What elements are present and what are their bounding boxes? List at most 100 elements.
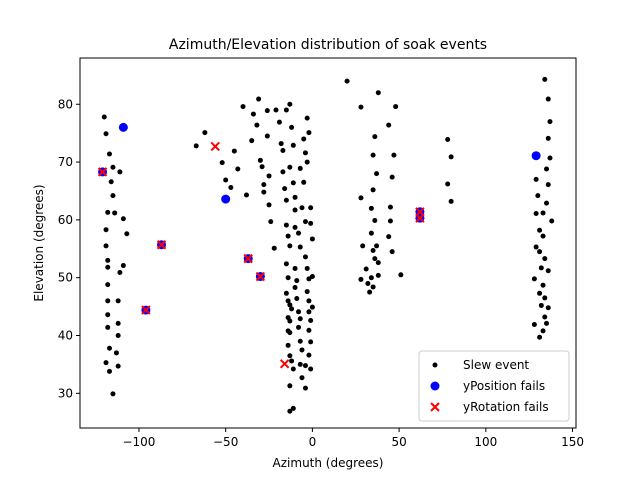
data-point (302, 363, 308, 369)
data-point (290, 366, 296, 372)
data-point (292, 285, 298, 291)
data-point (544, 200, 550, 206)
data-point (103, 243, 109, 249)
data-point (292, 265, 298, 271)
x-axis: −100 −50 0 50 100 150 (122, 428, 584, 449)
data-point (398, 272, 404, 278)
data-point (117, 269, 123, 275)
data-point (540, 328, 546, 334)
data-point (254, 122, 260, 128)
data-point (370, 248, 376, 254)
legend-label: yRotation fails (463, 400, 549, 414)
data-point (302, 385, 308, 391)
data-point (537, 334, 543, 340)
data-point (308, 205, 314, 211)
data-point (306, 352, 312, 358)
data-point (299, 205, 305, 211)
data-point (375, 260, 381, 266)
data-point (370, 187, 376, 193)
data-point (282, 186, 288, 192)
x-tick-label: −100 (122, 435, 155, 449)
data-point (389, 174, 395, 180)
y-tick-label: 50 (58, 271, 73, 285)
legend-marker (432, 362, 438, 368)
series-2 (97, 141, 425, 369)
data-point (296, 230, 302, 236)
data-point (261, 182, 267, 188)
data-point (544, 320, 550, 326)
data-point (243, 192, 249, 198)
data-point (301, 136, 307, 142)
plot-area-frame (79, 57, 577, 429)
data-point (545, 268, 551, 274)
data-point (290, 142, 296, 148)
data-point (115, 333, 121, 338)
data-point (306, 130, 312, 136)
data-point-stroke (210, 141, 220, 152)
data-point (292, 224, 298, 230)
data-point (545, 96, 551, 102)
data-point (117, 169, 123, 175)
data-point (271, 245, 277, 251)
data-point (309, 236, 315, 242)
data-point-stroke (415, 213, 425, 223)
data-point (290, 405, 296, 411)
legend: Slew event yPosition fails yRotation fails (418, 350, 570, 422)
data-point (545, 305, 551, 311)
data-point (278, 141, 284, 147)
data-point (103, 131, 109, 137)
data-point (448, 154, 454, 160)
data-point (308, 366, 314, 372)
data-point (264, 133, 270, 139)
data-point (283, 261, 289, 267)
data-point (448, 198, 454, 204)
data-point (372, 256, 378, 262)
data-point (276, 119, 282, 125)
data-point (106, 345, 112, 351)
data-point (106, 151, 112, 157)
data-point (533, 244, 539, 250)
data-point (387, 218, 393, 224)
data-point (223, 177, 229, 183)
series-1 (98, 122, 541, 315)
data-point (368, 275, 374, 281)
data-point (250, 111, 256, 117)
data-point (542, 295, 548, 301)
data-point (531, 322, 537, 328)
data-point (297, 165, 303, 171)
data-point (304, 289, 310, 295)
data-point-stroke (97, 167, 108, 177)
data-point (105, 298, 111, 304)
data-point (292, 194, 298, 200)
data-point (283, 197, 289, 203)
legend-marker (430, 381, 440, 391)
data-point (368, 230, 374, 236)
data-point-stroke (141, 305, 151, 315)
y-tick-label: 80 (58, 97, 73, 111)
data-point-stroke (156, 240, 167, 250)
y-tick-label: 70 (58, 155, 73, 169)
data-point (292, 207, 298, 213)
data-point (537, 290, 543, 296)
data-point (289, 306, 295, 312)
data-point (304, 265, 310, 271)
data-point (290, 180, 296, 186)
data-point (537, 249, 543, 255)
data-point (287, 318, 293, 324)
data-point (308, 339, 314, 345)
data-point (389, 249, 395, 255)
data-point (210, 141, 220, 152)
data-point (547, 119, 553, 125)
data-point (118, 122, 128, 132)
data-point (268, 219, 274, 225)
data-point (309, 304, 315, 310)
data-point (538, 302, 544, 308)
data-point (101, 114, 107, 120)
data-point (367, 289, 373, 295)
series-0 (101, 76, 555, 414)
data-marks (97, 76, 555, 414)
data-point-stroke (243, 253, 253, 264)
data-point (115, 298, 121, 304)
data-point (304, 115, 310, 121)
data-point (372, 217, 378, 223)
